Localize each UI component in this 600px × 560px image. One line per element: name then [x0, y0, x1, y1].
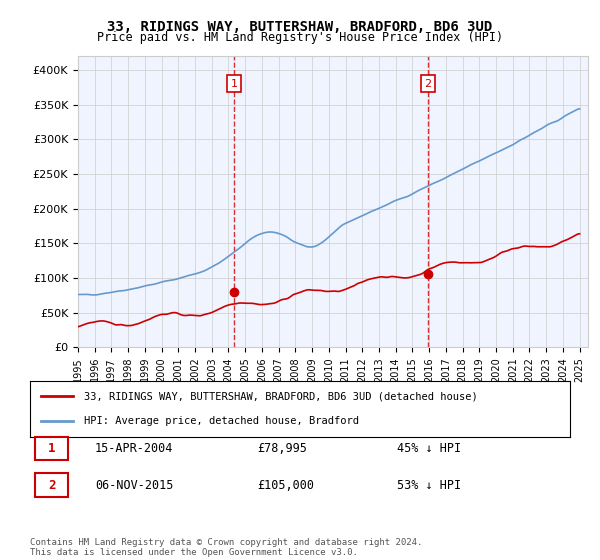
Text: 33, RIDINGS WAY, BUTTERSHAW, BRADFORD, BD6 3UD: 33, RIDINGS WAY, BUTTERSHAW, BRADFORD, B… — [107, 20, 493, 34]
FancyBboxPatch shape — [35, 473, 68, 497]
Text: 06-NOV-2015: 06-NOV-2015 — [95, 479, 173, 492]
Text: 45% ↓ HPI: 45% ↓ HPI — [397, 442, 461, 455]
FancyBboxPatch shape — [35, 437, 68, 460]
Text: Price paid vs. HM Land Registry's House Price Index (HPI): Price paid vs. HM Land Registry's House … — [97, 31, 503, 44]
Text: 1: 1 — [48, 442, 55, 455]
Text: 15-APR-2004: 15-APR-2004 — [95, 442, 173, 455]
Text: 2: 2 — [48, 479, 55, 492]
Text: Contains HM Land Registry data © Crown copyright and database right 2024.
This d: Contains HM Land Registry data © Crown c… — [30, 538, 422, 557]
Text: HPI: Average price, detached house, Bradford: HPI: Average price, detached house, Brad… — [84, 416, 359, 426]
Text: £78,995: £78,995 — [257, 442, 307, 455]
Text: 33, RIDINGS WAY, BUTTERSHAW, BRADFORD, BD6 3UD (detached house): 33, RIDINGS WAY, BUTTERSHAW, BRADFORD, B… — [84, 391, 478, 402]
Text: 2: 2 — [424, 79, 431, 88]
Text: 1: 1 — [230, 79, 238, 88]
Text: 53% ↓ HPI: 53% ↓ HPI — [397, 479, 461, 492]
Text: £105,000: £105,000 — [257, 479, 314, 492]
